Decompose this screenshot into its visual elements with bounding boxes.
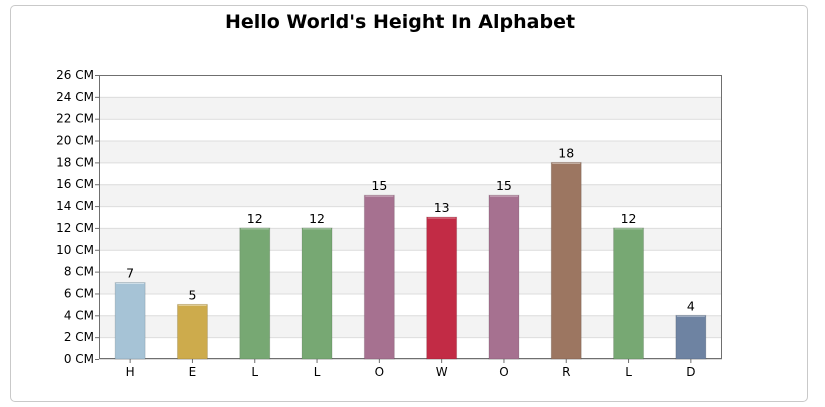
y-tick-label: 26 CM <box>56 68 94 82</box>
y-tick-label: 10 CM <box>56 243 94 257</box>
data-label: 15 <box>371 178 387 193</box>
y-tick-label: 22 CM <box>56 112 94 126</box>
plot-border <box>99 75 722 359</box>
bar <box>114 282 146 360</box>
bar <box>176 303 208 360</box>
data-label: 4 <box>687 298 695 313</box>
x-tick-label: O <box>499 365 508 379</box>
y-tick-label: 0 CM <box>64 352 94 366</box>
x-tick-label: D <box>686 365 695 379</box>
y-tick-label: 4 CM <box>64 308 94 322</box>
y-tick-label: 8 CM <box>64 265 94 279</box>
y-tick-label: 2 CM <box>64 330 94 344</box>
bars <box>114 161 707 360</box>
bar <box>613 227 645 360</box>
bar <box>301 227 333 360</box>
x-tick-label: E <box>189 365 197 379</box>
bar <box>488 194 520 360</box>
data-label: 18 <box>558 145 574 160</box>
y-tick-label: 6 CM <box>64 286 94 300</box>
bar <box>239 227 271 360</box>
data-label: 7 <box>126 266 134 281</box>
y-axis: 0 CM 2 CM 4 CM 6 CM 8 CM 10 CM 12 CM 14 CM 16 CM… <box>56 68 99 366</box>
x-tick-label: L <box>625 365 632 379</box>
grid-band <box>100 96 721 119</box>
data-label: 12 <box>621 211 637 226</box>
x-tick-label: L <box>314 365 321 379</box>
x-tick-label: O <box>375 365 384 379</box>
y-tick-label: 20 CM <box>56 134 94 148</box>
chart-title: Hello World's Height In Alphabet <box>224 11 576 33</box>
x-tick-label: H <box>126 365 135 379</box>
x-tick-label: W <box>436 365 448 379</box>
x-tick-label: R <box>562 365 570 379</box>
y-tick-label: 14 CM <box>56 199 94 213</box>
y-tick-label: 16 CM <box>56 177 94 191</box>
grid-band <box>100 140 721 163</box>
bar <box>675 314 707 360</box>
data-label: 5 <box>188 287 196 302</box>
y-tick-label: 18 CM <box>56 155 94 169</box>
bar <box>550 161 582 360</box>
data-label: 15 <box>496 178 512 193</box>
data-label: 13 <box>434 200 450 215</box>
x-tick-label: L <box>251 365 258 379</box>
data-label: 12 <box>247 211 263 226</box>
data-label: 12 <box>309 211 325 226</box>
bar <box>426 216 458 360</box>
bar <box>363 194 395 360</box>
y-tick-label: 12 CM <box>56 221 94 235</box>
grid-band <box>100 184 721 207</box>
data-labels: 7 5 12 12 15 13 15 18 12 4 <box>126 145 695 313</box>
y-tick-label: 24 CM <box>56 90 94 104</box>
